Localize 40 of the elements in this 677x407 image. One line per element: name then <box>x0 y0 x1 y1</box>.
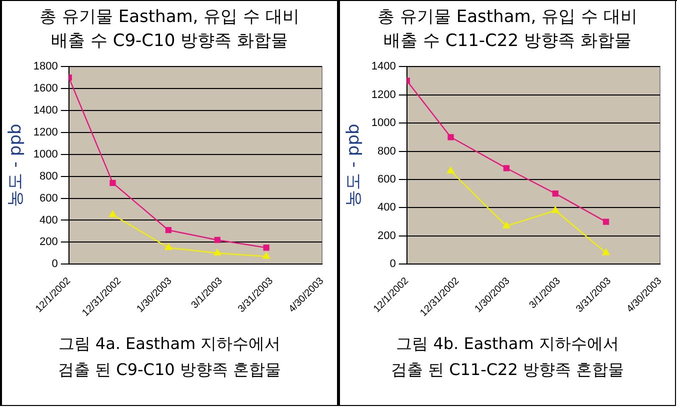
point <box>164 244 172 250</box>
y-tick-label: 1600 <box>33 82 58 95</box>
point <box>262 252 270 259</box>
y-tick-label: 800 <box>378 145 396 158</box>
y-tick-label: 1800 <box>33 60 58 73</box>
y-axis-title: 농도 - ppb <box>344 124 364 208</box>
y-tick-label: 1200 <box>371 88 396 101</box>
point <box>552 190 558 197</box>
y-tick-label: 800 <box>40 170 58 182</box>
y-tick-label: 0 <box>390 258 396 270</box>
point <box>552 206 560 213</box>
caption: 그림 4b. Eastham 지하수에서 검출 된 C11-C22 방향족 혼합물 <box>390 333 626 381</box>
y-tick-label: 0 <box>52 258 58 270</box>
point <box>214 249 222 256</box>
y-tick-label: 1000 <box>33 148 58 160</box>
point <box>502 222 510 228</box>
y-tick-label: 200 <box>40 236 58 248</box>
point <box>263 244 270 251</box>
point <box>165 227 172 234</box>
caption: 그림 4a. Eastham 지하수에서 검출 된 C9-C10 방향족 혼합물 <box>57 333 282 381</box>
point <box>447 166 454 174</box>
chart-title: 총 유기물 Eastham, 유입 수 대비 배출 수 C9-C10 방향족 화합물 <box>38 6 300 53</box>
point <box>110 180 116 186</box>
y-tick-label: 600 <box>40 192 58 204</box>
point <box>602 218 610 225</box>
y-tick-label: 1200 <box>33 126 58 138</box>
y-tick-label: 1400 <box>33 104 58 117</box>
y-axis-title: 농도 - ppb <box>6 124 26 208</box>
y-tick-label: 600 <box>378 174 396 186</box>
point <box>503 165 510 172</box>
point <box>214 236 220 244</box>
y-tick-label: 1400 <box>371 60 396 73</box>
y-tick-label: 400 <box>378 202 396 214</box>
chart-title: 총 유기물 Eastham, 유입 수 대비 배출 수 C11-C22 방향족 화합물 <box>376 6 638 53</box>
y-tick-label: 1000 <box>371 117 396 130</box>
y-tick-label: 200 <box>378 230 396 242</box>
point <box>109 210 116 218</box>
point <box>602 248 610 256</box>
y-tick-label: 400 <box>40 214 58 226</box>
point <box>448 134 454 140</box>
